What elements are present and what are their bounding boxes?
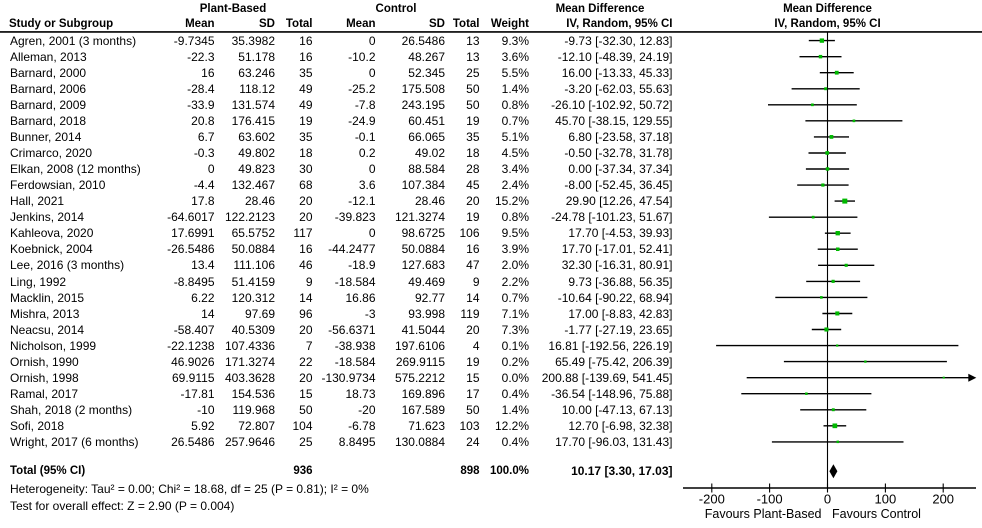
svg-text:100: 100 xyxy=(875,491,897,506)
svg-text:Favours Control: Favours Control xyxy=(832,507,921,521)
svg-text:-100: -100 xyxy=(757,491,783,506)
svg-text:-200: -200 xyxy=(699,491,725,506)
svg-text:0: 0 xyxy=(824,491,831,506)
svg-text:Favours Plant-Based: Favours Plant-Based xyxy=(705,507,822,521)
svg-text:200: 200 xyxy=(932,491,954,506)
